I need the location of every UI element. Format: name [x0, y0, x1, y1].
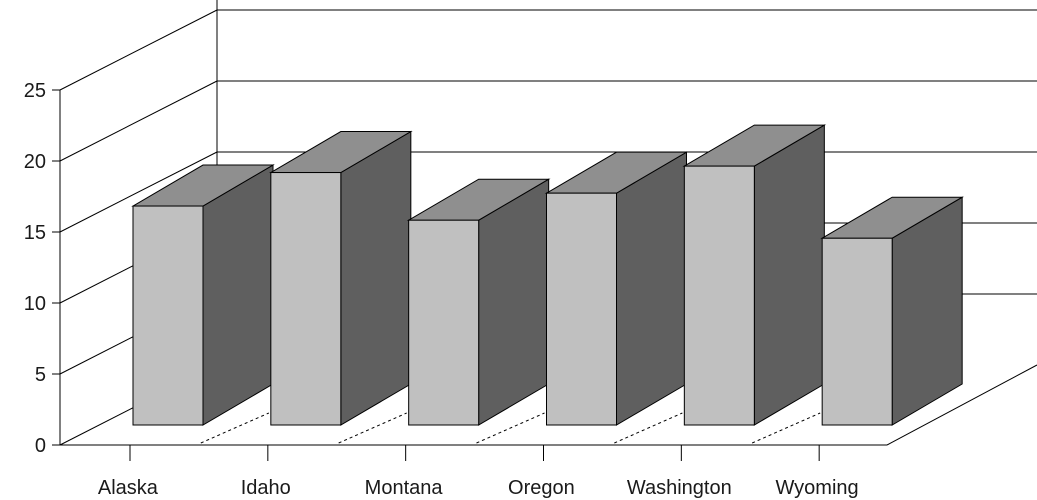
bar-alaska: [131, 164, 275, 426]
bar-montana: [338, 178, 551, 444]
gridline-side: [59, 151, 218, 233]
bar-floor-dashed-line: [338, 412, 407, 444]
bar-front: [546, 192, 617, 426]
bar-side: [753, 124, 825, 426]
y-tick-label: 15: [24, 222, 46, 244]
bar-front: [408, 219, 480, 426]
bar-wyoming: [751, 196, 965, 444]
y-tick-label: 0: [35, 435, 46, 457]
y-tick-label: 25: [24, 80, 46, 102]
x-axis: Alaska Idaho Montana Oregon Washington Wyomin…: [98, 445, 859, 499]
gridline-side: [59, 80, 218, 162]
y-axis: 0 5 10 15 20 25: [24, 80, 61, 457]
bar-front: [270, 172, 342, 426]
bar-side: [340, 130, 412, 426]
bar-idaho: [200, 130, 413, 444]
y-tick-label: 5: [35, 364, 46, 386]
bar-front: [132, 205, 204, 426]
bar-side: [616, 151, 687, 426]
bar-washington: [614, 124, 827, 444]
x-tick-label: Oregon: [508, 477, 575, 499]
bar-side: [202, 164, 274, 426]
gridline-side: [59, 9, 218, 91]
x-tick-label: Washington: [627, 477, 732, 499]
bar-oregon: [476, 151, 689, 444]
bar-floor-dashed-line: [751, 412, 821, 444]
bar-front: [821, 237, 893, 426]
floor-right-edge: [886, 364, 1037, 446]
bar-side: [478, 178, 550, 426]
x-tick-label: Montana: [365, 477, 444, 499]
x-tick-label: Wyoming: [775, 477, 858, 499]
y-tick-label: 10: [24, 293, 46, 315]
bar-front: [683, 165, 755, 426]
bar-floor-dashed-line: [200, 412, 270, 444]
x-tick-label: Idaho: [241, 477, 291, 499]
bar-floor-dashed-line: [476, 412, 545, 444]
x-tick-label: Alaska: [98, 477, 159, 499]
bar-floor-dashed-line: [614, 412, 683, 444]
y-tick-label: 20: [24, 151, 46, 173]
bars: [131, 124, 965, 444]
